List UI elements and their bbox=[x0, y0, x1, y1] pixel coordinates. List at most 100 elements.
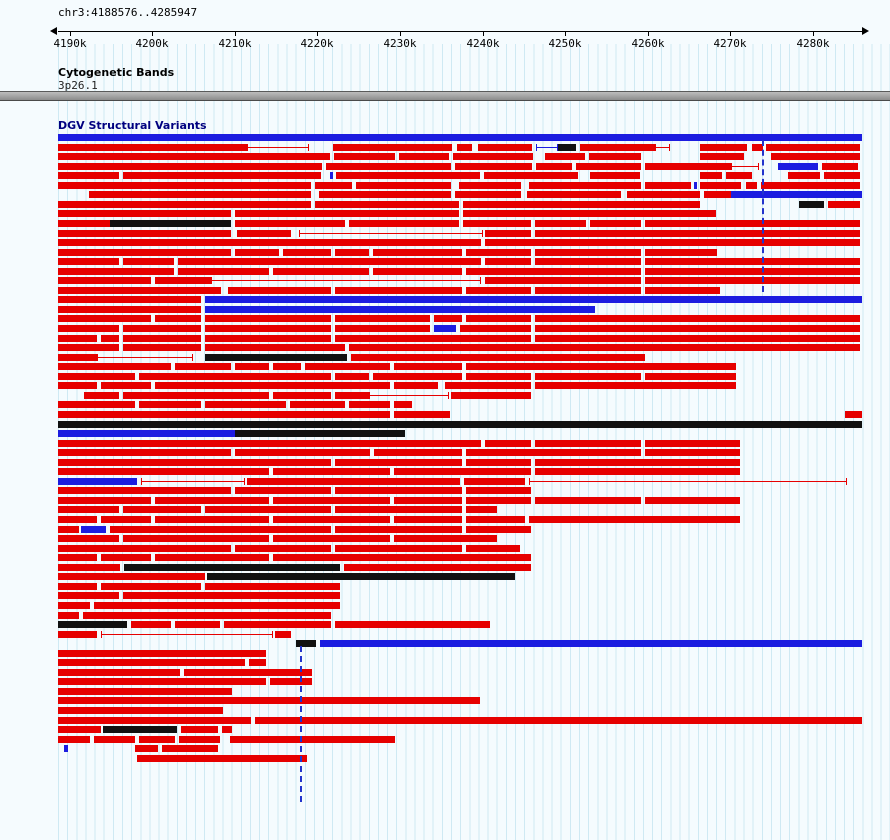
variant-red-bar[interactable] bbox=[466, 372, 531, 380]
variant-red-bar[interactable] bbox=[335, 315, 430, 323]
variant-red-bar[interactable] bbox=[771, 153, 860, 161]
variant-red-bar[interactable] bbox=[58, 487, 231, 495]
variant-red-bar[interactable] bbox=[326, 162, 451, 170]
variant-red-bar[interactable] bbox=[466, 487, 531, 495]
variant-red-bar[interactable] bbox=[466, 516, 525, 523]
variant-red-bar[interactable] bbox=[700, 172, 722, 180]
variant-red-bar[interactable] bbox=[139, 735, 175, 743]
variant-red-bar[interactable] bbox=[58, 516, 97, 523]
variant-red-span[interactable] bbox=[101, 630, 273, 638]
variant-red-bar[interactable] bbox=[58, 258, 119, 266]
variant-red-bar[interactable] bbox=[766, 143, 860, 151]
variant-red-bar[interactable] bbox=[460, 325, 531, 332]
variant-red-bar[interactable] bbox=[94, 735, 135, 743]
variant-red-bar[interactable] bbox=[273, 363, 301, 371]
variant-red-bar[interactable] bbox=[335, 458, 462, 466]
variant-red-bar[interactable] bbox=[466, 449, 641, 457]
variant-red-bar[interactable] bbox=[123, 258, 174, 266]
variant-red-bar[interactable] bbox=[235, 248, 279, 256]
variant-red-bar[interactable] bbox=[58, 726, 101, 734]
variant-red-bar[interactable] bbox=[135, 745, 158, 753]
variant-red-bar[interactable] bbox=[273, 391, 331, 399]
variant-red-bar[interactable] bbox=[58, 458, 331, 466]
variant-red-bar[interactable] bbox=[58, 219, 110, 227]
variant-red-bar[interactable] bbox=[466, 496, 531, 504]
variant-red-bar[interactable] bbox=[394, 535, 497, 543]
variant-red-bar[interactable] bbox=[58, 239, 481, 247]
variant-black-bar[interactable] bbox=[58, 621, 127, 629]
variant-red-bar[interactable] bbox=[746, 181, 757, 189]
variant-red-bar[interactable] bbox=[58, 535, 119, 543]
variant-red-bar[interactable] bbox=[645, 496, 740, 504]
variant-red-bar[interactable] bbox=[445, 382, 531, 390]
variant-red-bar[interactable] bbox=[349, 344, 860, 352]
variant-red-bar[interactable] bbox=[485, 277, 641, 285]
variant-red-bar[interactable] bbox=[334, 153, 395, 161]
variant-red-bar[interactable] bbox=[485, 229, 531, 237]
variant-red-bar[interactable] bbox=[466, 363, 736, 371]
variant-red-bar[interactable] bbox=[58, 143, 247, 151]
variant-blue-bar[interactable] bbox=[205, 296, 862, 304]
variant-red-bar[interactable] bbox=[58, 181, 311, 189]
variant-red-bar[interactable] bbox=[535, 315, 860, 323]
variant-red-bar[interactable] bbox=[464, 477, 525, 485]
variant-red-bar[interactable] bbox=[58, 229, 231, 237]
variant-red-bar[interactable] bbox=[58, 353, 97, 361]
variant-red-bar[interactable] bbox=[58, 687, 232, 695]
variant-red-bar[interactable] bbox=[373, 372, 462, 380]
variant-blue-bar[interactable] bbox=[58, 477, 137, 485]
variant-red-bar[interactable] bbox=[184, 668, 312, 676]
variant-red-bar[interactable] bbox=[466, 248, 531, 256]
variant-black-bar[interactable] bbox=[58, 420, 862, 428]
variant-red-bar[interactable] bbox=[335, 325, 430, 332]
variant-blue-bar[interactable] bbox=[58, 134, 862, 141]
variant-red-bar[interactable] bbox=[315, 200, 459, 208]
variant-red-bar[interactable] bbox=[455, 191, 521, 199]
variant-red-bar[interactable] bbox=[139, 401, 201, 409]
variant-red-bar[interactable] bbox=[535, 496, 641, 504]
variant-red-bar[interactable] bbox=[235, 487, 331, 495]
variant-red-bar[interactable] bbox=[824, 172, 860, 180]
variant-red-span[interactable] bbox=[731, 162, 759, 170]
variant-red-bar[interactable] bbox=[319, 191, 451, 199]
variant-red-bar[interactable] bbox=[336, 172, 480, 180]
variant-red-bar[interactable] bbox=[84, 391, 119, 399]
variant-red-bar[interactable] bbox=[205, 325, 331, 332]
variant-red-bar[interactable] bbox=[58, 315, 151, 323]
variant-red-bar[interactable] bbox=[394, 496, 462, 504]
variant-red-bar[interactable] bbox=[335, 506, 462, 514]
variant-red-bar[interactable] bbox=[399, 153, 449, 161]
variant-red-bar[interactable] bbox=[123, 334, 201, 342]
variant-red-bar[interactable] bbox=[58, 735, 90, 743]
variant-red-bar[interactable] bbox=[155, 382, 390, 390]
variant-red-bar[interactable] bbox=[58, 659, 245, 667]
variant-red-bar[interactable] bbox=[645, 248, 717, 256]
variant-red-span[interactable] bbox=[247, 143, 309, 151]
variant-red-bar[interactable] bbox=[466, 267, 641, 275]
variant-red-bar[interactable] bbox=[230, 735, 395, 743]
variant-red-bar[interactable] bbox=[700, 181, 741, 189]
variant-red-bar[interactable] bbox=[451, 391, 531, 399]
variant-red-bar[interactable] bbox=[58, 401, 135, 409]
variant-red-bar[interactable] bbox=[590, 219, 641, 227]
variant-red-bar[interactable] bbox=[58, 363, 171, 371]
variant-red-bar[interactable] bbox=[58, 172, 119, 180]
variant-red-bar[interactable] bbox=[155, 496, 269, 504]
variant-red-bar[interactable] bbox=[529, 516, 740, 523]
coordinate-ruler[interactable] bbox=[58, 31, 862, 32]
variant-red-bar[interactable] bbox=[58, 525, 79, 533]
variant-red-bar[interactable] bbox=[305, 363, 390, 371]
variant-red-bar[interactable] bbox=[123, 592, 340, 600]
variant-red-bar[interactable] bbox=[455, 162, 532, 170]
variant-red-bar[interactable] bbox=[58, 286, 221, 294]
variant-red-bar[interactable] bbox=[255, 716, 862, 724]
variant-red-bar[interactable] bbox=[700, 153, 744, 161]
variant-red-bar[interactable] bbox=[645, 277, 860, 285]
variant-red-bar[interactable] bbox=[249, 659, 266, 667]
variant-red-bar[interactable] bbox=[58, 601, 90, 609]
variant-red-bar[interactable] bbox=[58, 449, 231, 457]
variant-red-bar[interactable] bbox=[110, 525, 331, 533]
variant-red-bar[interactable] bbox=[700, 143, 747, 151]
variant-red-bar[interactable] bbox=[58, 496, 151, 504]
variant-red-bar[interactable] bbox=[394, 382, 438, 390]
